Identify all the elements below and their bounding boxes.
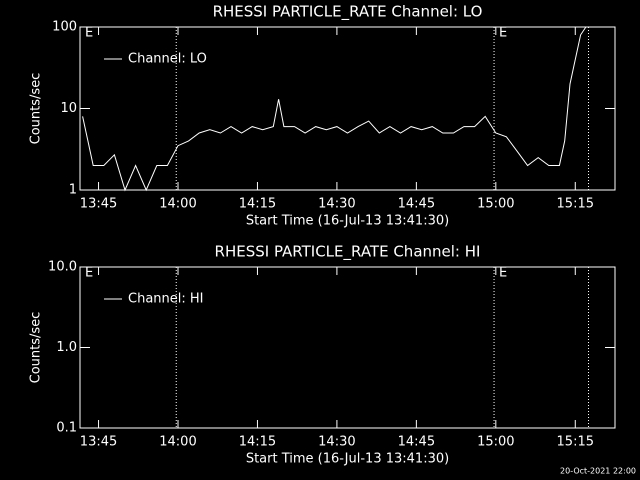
y-tick-label: 10.0: [48, 260, 77, 275]
x-axis-label: Start Time (16-Jul-13 13:41:30): [246, 214, 449, 229]
x-tick-label: 15:00: [477, 435, 514, 450]
annotation: E: [499, 26, 507, 41]
x-tick-label: 14:30: [318, 435, 355, 450]
y-tick-label: 0.1: [56, 421, 77, 436]
annotation: E: [499, 266, 507, 281]
footer: 20-Oct-2021 22:00: [560, 467, 636, 476]
annotation: E: [85, 266, 93, 281]
annotation: E: [85, 26, 93, 41]
x-tick-label: 14:45: [398, 435, 435, 450]
y-axis-label: Counts/sec: [29, 312, 44, 384]
x-tick-label: 14:15: [239, 197, 276, 212]
x-tick-label: 15:15: [557, 435, 594, 450]
x-tick-label: 14:00: [159, 197, 196, 212]
data-line: [82, 26, 587, 192]
y-axis-label: Counts/sec: [29, 73, 44, 145]
y-tick-label: 1.0: [56, 340, 77, 355]
x-tick-label: 15:00: [477, 197, 514, 212]
x-tick-label: 15:15: [557, 197, 594, 212]
x-axis-label: Start Time (16-Jul-13 13:41:30): [246, 452, 449, 467]
legend-label: Channel: LO: [128, 52, 207, 67]
chart-title: RHESSI PARTICLE_RATE Channel: HI: [215, 243, 481, 262]
y-tick-label: 1: [69, 183, 77, 198]
x-tick-label: 13:45: [80, 435, 117, 450]
x-tick-label: 14:45: [398, 197, 435, 212]
y-tick-label: 100: [52, 20, 77, 35]
chart-title: RHESSI PARTICLE_RATE Channel: LO: [213, 3, 483, 22]
x-tick-label: 14:15: [239, 435, 276, 450]
y-tick-label: 10: [60, 101, 77, 116]
x-tick-label: 14:30: [318, 197, 355, 212]
x-tick-label: 14:00: [159, 435, 196, 450]
x-tick-label: 13:45: [80, 197, 117, 212]
legend-label: Channel: HI: [128, 292, 204, 307]
